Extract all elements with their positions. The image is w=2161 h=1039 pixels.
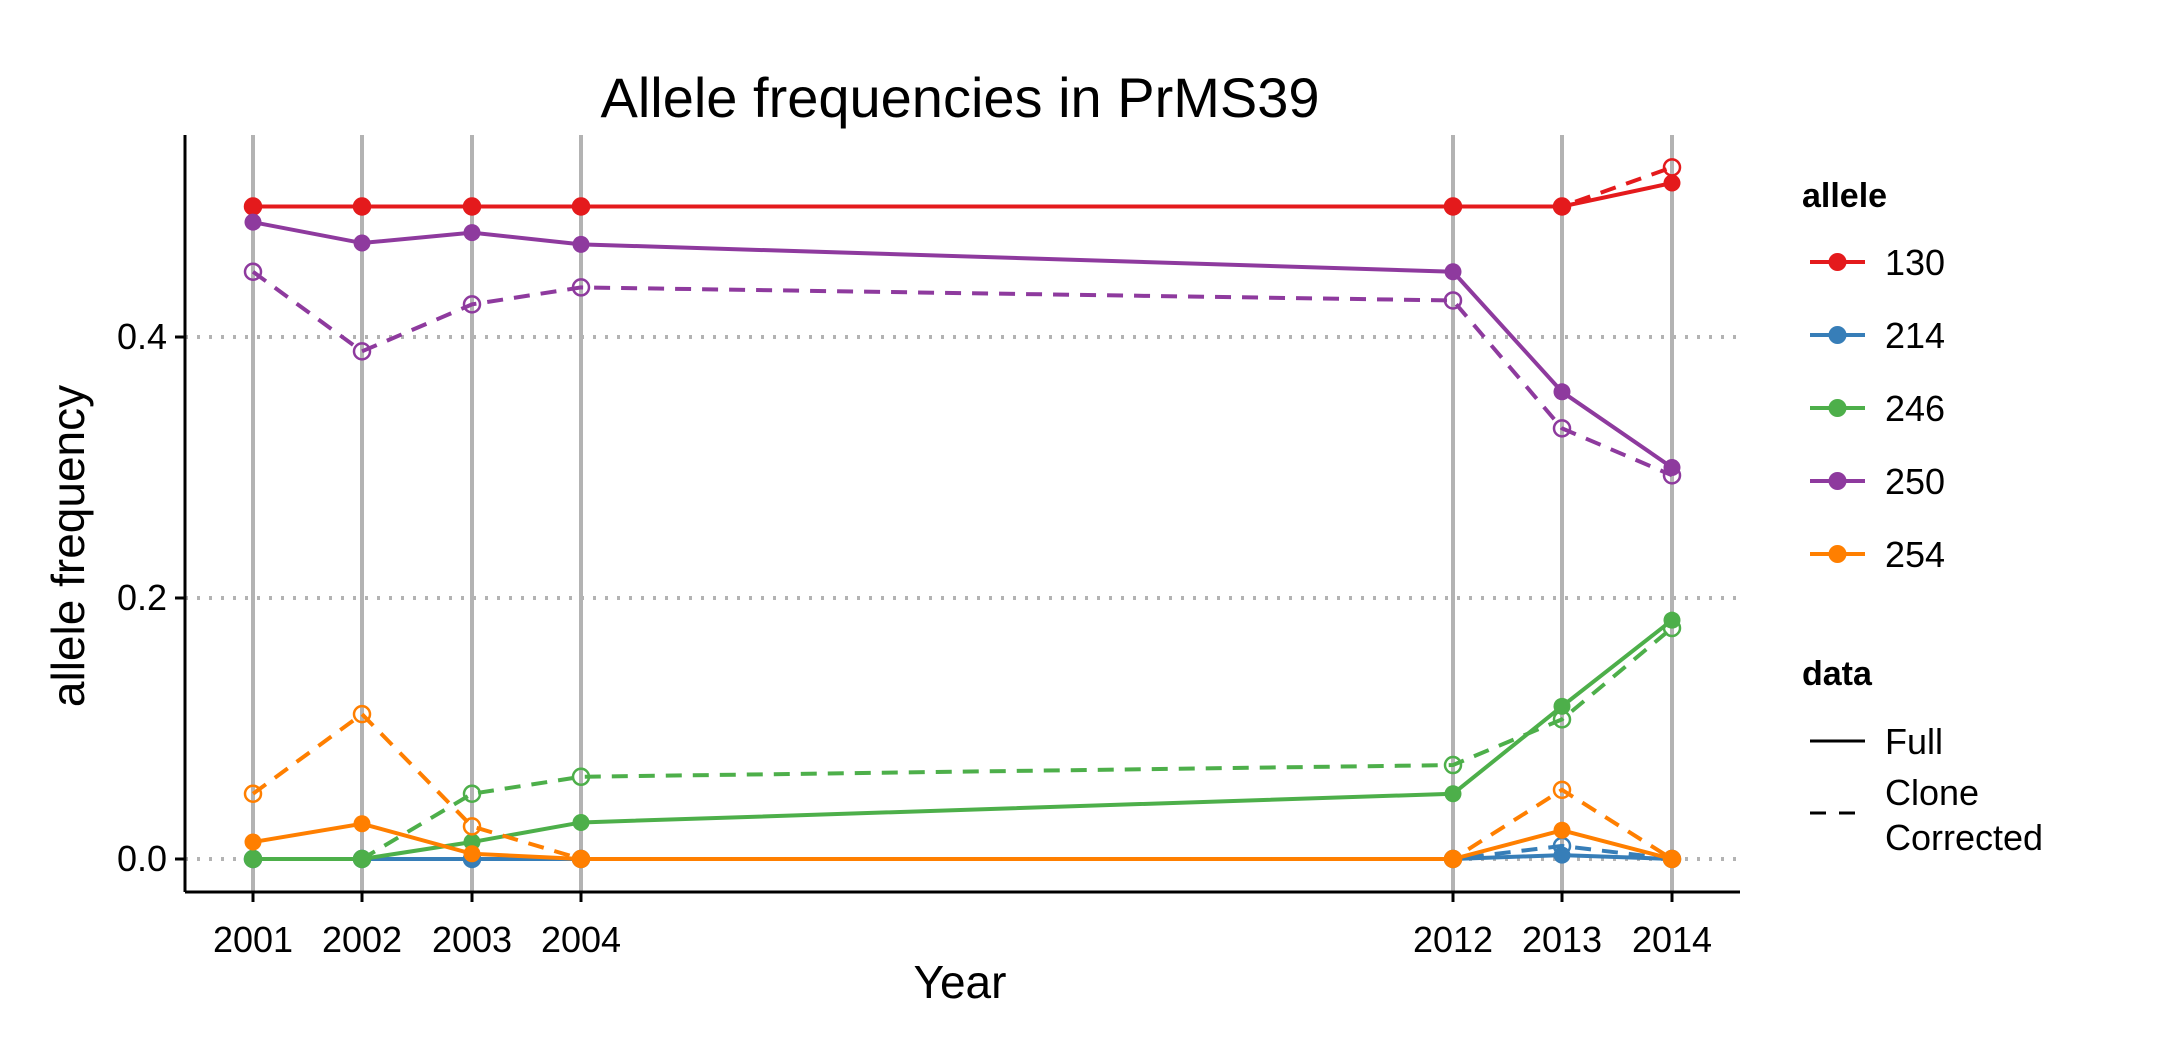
legend-label-254: 254	[1885, 534, 1945, 575]
x-tick-label: 2012	[1413, 919, 1493, 960]
tick-labels: 2001 2002 2003 2004 2012 2013 2014 0.0 0.2 0.4	[117, 316, 1712, 960]
data-point-254-full	[1553, 821, 1571, 839]
series-line-130-clone-corrected	[253, 165, 1673, 209]
series-line-246-clone-corrected	[253, 626, 1674, 861]
data-point-130-full	[1663, 174, 1681, 192]
x-tick-label: 2001	[213, 919, 293, 960]
legend-data-title: data	[1802, 655, 1873, 693]
data-point-254-clone-corrected	[352, 704, 372, 724]
x-tick-label: 2014	[1632, 919, 1712, 960]
data-point-254-clone-corrected	[571, 849, 591, 869]
data-point-246-clone-corrected	[1552, 710, 1572, 729]
data-point-130-clone-corrected	[1443, 197, 1463, 216]
data-point-250-full	[1444, 263, 1462, 281]
data-point-246-full	[572, 813, 590, 831]
legend-label-250: 250	[1885, 461, 1945, 502]
data-point-250-full	[463, 224, 481, 242]
y-tick-label: 0.4	[117, 316, 167, 357]
x-tick-label: 2002	[322, 919, 402, 960]
legend-label-214: 214	[1885, 315, 1945, 356]
data-point-246-clone-corrected	[1443, 755, 1463, 775]
x-tick-label: 2003	[432, 919, 512, 960]
data-point-254-full	[1663, 850, 1681, 868]
data-point-254-full	[353, 815, 371, 833]
data-point-130-clone-corrected	[462, 197, 482, 216]
data-point-246-clone-corrected	[571, 767, 591, 787]
legend-key-point-214	[1828, 326, 1847, 344]
data-point-250-clone-corrected	[1552, 419, 1572, 438]
data-point-254-clone-corrected	[243, 784, 263, 803]
data-point-250-clone-corrected	[243, 262, 263, 281]
y-tick-label: 0.2	[117, 577, 167, 618]
data-point-250-full	[572, 235, 590, 253]
series-layer	[243, 158, 1682, 869]
data-point-250-clone-corrected	[462, 295, 482, 314]
x-tick-label: 2013	[1522, 919, 1602, 960]
data-point-254-clone-corrected	[462, 817, 482, 836]
data-point-246-clone-corrected	[462, 784, 482, 803]
data-point-246-clone-corrected	[243, 849, 263, 869]
data-point-246-full	[463, 833, 481, 851]
data-point-130-clone-corrected	[352, 197, 372, 216]
y-axis-title: allele frequency	[42, 385, 94, 707]
x-tick-label: 2004	[541, 919, 621, 960]
legend-label-corrected: Corrected	[1885, 817, 2043, 858]
data-point-130-clone-corrected	[571, 197, 591, 216]
legend-key-point-130	[1828, 253, 1847, 271]
legend-label-246: 246	[1885, 388, 1945, 429]
data-point-250-full	[353, 234, 371, 252]
data-point-246-clone-corrected	[352, 849, 372, 869]
data-point-250-clone-corrected	[571, 278, 591, 297]
data-point-254-clone-corrected	[1662, 849, 1682, 869]
data-point-246-full	[1444, 785, 1462, 803]
data-point-246-full	[1553, 697, 1571, 715]
data-point-250-clone-corrected	[1662, 466, 1682, 485]
legend-allele-title: allele	[1802, 177, 1887, 215]
data-point-254-clone-corrected	[1552, 780, 1572, 800]
legend-key-point-250	[1828, 472, 1847, 490]
data-point-254-full	[244, 833, 262, 851]
x-axis-title: Year	[914, 956, 1007, 1008]
series-line-250-full	[252, 220, 1674, 470]
legend: allele data 130 214 246 250 254 Full CloneCorr…	[1802, 177, 2043, 858]
legend-key-point-254	[1828, 545, 1847, 563]
series-line-254-clone-corrected	[251, 711, 1674, 861]
data-point-250-full	[1553, 383, 1571, 401]
data-point-254-clone-corrected	[1443, 849, 1463, 869]
data-point-246-clone-corrected	[1662, 618, 1682, 638]
data-point-130-clone-corrected	[1552, 197, 1572, 216]
legend-label-full: Full	[1885, 721, 1943, 762]
legend-label-clone: Clone	[1885, 772, 1979, 813]
legend-key-point-246	[1828, 399, 1847, 417]
legend-label-130: 130	[1885, 242, 1945, 283]
data-point-250-clone-corrected	[352, 342, 372, 361]
data-point-250-full	[244, 213, 262, 231]
data-point-130-clone-corrected	[1662, 158, 1682, 177]
data-point-254-full	[463, 845, 481, 863]
data-point-250-clone-corrected	[1443, 291, 1463, 310]
axes	[183, 135, 1740, 894]
chart-title: Allele frequencies in PrMS39	[600, 66, 1319, 129]
y-tick-label: 0.0	[117, 838, 167, 879]
series-line-250-clone-corrected	[251, 270, 1673, 478]
gridlines	[185, 135, 1740, 892]
